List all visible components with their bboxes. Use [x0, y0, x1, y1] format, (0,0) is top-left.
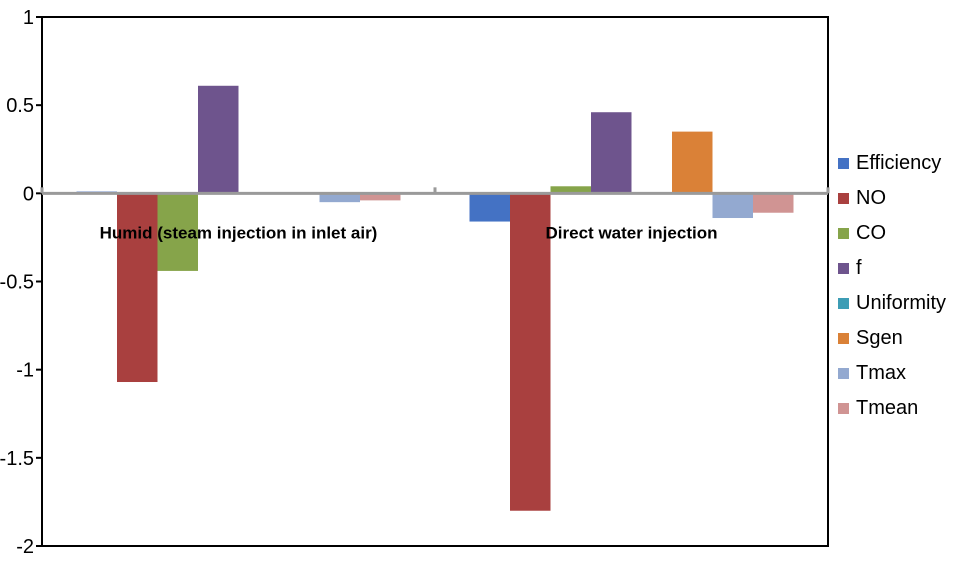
plot-area	[41, 16, 829, 547]
legend-label-tmax: Tmax	[856, 362, 906, 384]
bar-f-1	[198, 85, 239, 194]
y-tick-label: 0	[23, 183, 34, 205]
legend-label-uniformity: Uniformity	[856, 292, 947, 314]
bar-no-1	[117, 193, 158, 383]
bar-co-1	[157, 193, 198, 271]
legend-label-co: CO	[856, 222, 886, 244]
bar-co-2	[550, 186, 591, 194]
legend-label-tmean: Tmean	[856, 397, 919, 419]
legend-item-tmax: Tmax	[838, 356, 946, 391]
y-tick-label: -1	[16, 360, 34, 382]
legend-swatch-no	[838, 193, 849, 204]
category-label-2: Direct water injection	[546, 223, 718, 242]
bar-tmax-1	[319, 193, 360, 203]
legend-swatch-efficiency	[838, 158, 849, 169]
legend-label-f: f	[856, 257, 862, 279]
y-tick-label: 0.5	[6, 95, 34, 117]
legend-item-efficiency: Efficiency	[838, 146, 946, 181]
legend-label-sgen: Sgen	[856, 327, 903, 349]
legend-swatch-tmean	[838, 403, 849, 414]
bar-f-2	[591, 112, 632, 194]
category-label-1: Humid (steam injection in inlet air)	[100, 223, 378, 242]
y-tick-label: -1.5	[0, 448, 34, 470]
bar-no-2	[510, 193, 551, 511]
y-tick-label: 1	[23, 7, 34, 29]
legend-swatch-uniformity	[838, 298, 849, 309]
bar-sgen-2	[672, 131, 713, 194]
legend-item-co: CO	[838, 216, 946, 251]
legend: Efficiency NO CO f Uniformity Sgen Tmax …	[838, 146, 946, 426]
legend-item-tmean: Tmean	[838, 391, 946, 426]
legend-swatch-sgen	[838, 333, 849, 344]
legend-item-uniformity: Uniformity	[838, 286, 946, 321]
legend-item-sgen: Sgen	[838, 321, 946, 356]
bar-tmax-2	[712, 193, 753, 219]
y-tick-label: -0.5	[0, 272, 34, 294]
legend-item-f: f	[838, 251, 946, 286]
bar-tmean-2	[753, 193, 794, 213]
legend-label-efficiency: Efficiency	[856, 152, 942, 174]
legend-swatch-co	[838, 228, 849, 239]
legend-label-no: NO	[856, 187, 886, 209]
bar-efficiency-2	[469, 193, 510, 222]
bar-tmean-1	[360, 193, 401, 201]
legend-item-no: NO	[838, 181, 946, 216]
legend-swatch-tmax	[838, 368, 849, 379]
legend-swatch-f	[838, 263, 849, 274]
y-tick-label: -2	[16, 536, 34, 558]
